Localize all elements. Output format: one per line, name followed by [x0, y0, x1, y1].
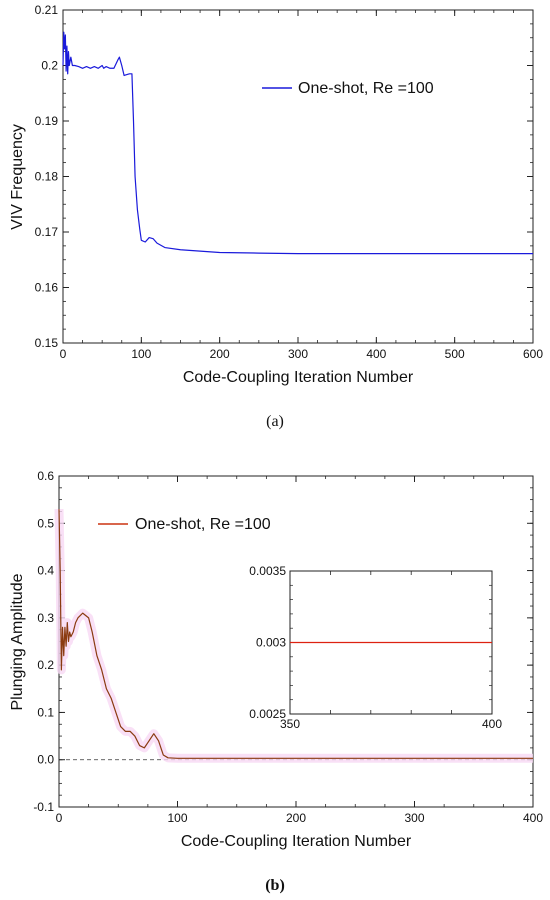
- panel-a-y-tick-label: 0.16: [35, 281, 59, 295]
- panel-a-x-tick-label: 500: [445, 347, 465, 361]
- inset-x-tick-label: 350: [280, 717, 300, 731]
- panel-a: 0 100 200 300 400 500 600 0.15 0.16 0.17 0.18 0.19…: [9, 3, 543, 430]
- panel-a-caption: (a): [266, 413, 284, 430]
- panel-b-legend: One-shot, Re =100: [98, 516, 271, 533]
- panel-a-x-tick-label: 0: [60, 347, 67, 361]
- panel-b-x-tick-label: 300: [404, 811, 424, 825]
- panel-b-y-tick-label: 0.3: [37, 611, 54, 625]
- panel-b-inset: 0.0025 0.003 0.0035 350 400: [249, 564, 502, 731]
- panel-a-y-tick-labels: 0.15 0.16 0.17 0.18 0.19 0.2 0.21: [35, 3, 59, 350]
- panel-b-y-tick-label: 0.4: [37, 564, 54, 578]
- panel-a-xlabel: Code-Coupling Iteration Number: [183, 369, 414, 386]
- panel-b-x-tick-label: 400: [523, 811, 543, 825]
- panel-a-x-tick-labels: 0 100 200 300 400 500 600: [60, 347, 544, 361]
- panel-a-x-tick-label: 600: [523, 347, 543, 361]
- panel-a-ticks: [62, 9, 534, 344]
- panel-a-y-tick-label: 0.19: [35, 114, 59, 128]
- panel-a-legend: One-shot, Re =100: [262, 80, 434, 97]
- panel-a-x-tick-label: 100: [131, 347, 151, 361]
- panel-b-y-tick-label: 0.5: [37, 516, 54, 530]
- panel-a-y-tick-label: 0.17: [35, 225, 59, 239]
- panel-a-series: [62, 31, 533, 255]
- panel-b-xlabel: Code-Coupling Iteration Number: [181, 833, 412, 850]
- panel-b-caption: (b): [265, 877, 285, 894]
- panel-b-series-line: [58, 509, 533, 759]
- panel-b-y-tick-labels: -0.1 0.0 0.1 0.2 0.3 0.4 0.5 0.6: [33, 469, 54, 814]
- inset-y-tick-label: 0.003: [256, 636, 286, 650]
- inset-x-tick-label: 400: [482, 717, 502, 731]
- panel-a-y-tick-label: 0.18: [35, 170, 59, 184]
- panel-b-x-tick-label: 0: [56, 811, 63, 825]
- panel-b-y-tick-label: 0.6: [37, 469, 54, 483]
- panel-a-legend-label: One-shot, Re =100: [298, 80, 434, 97]
- panel-a-plot-frame: [62, 9, 534, 344]
- inset-x-tick-labels: 350 400: [280, 717, 502, 731]
- panel-b-y-tick-label: 0.2: [37, 658, 54, 672]
- panel-b: 0 100 200 300 400 -0.10.00.10.20.30.40.50.6 …: [9, 469, 543, 894]
- panel-b-ylabel: Plunging Amplitude: [9, 573, 26, 710]
- panel-a-y-tick-label: 0.15: [35, 336, 59, 350]
- panel-a-x-tick-label: 300: [288, 347, 308, 361]
- panel-b-x-tick-label: 100: [167, 811, 187, 825]
- panel-b-legend-label: One-shot, Re =100: [135, 516, 271, 533]
- panel-b-x-tick-labels: 0 100 200 300 400: [56, 811, 544, 825]
- panel-b-y-tick-label: 0.1: [37, 705, 54, 719]
- panel-a-y-tick-label: 0.21: [35, 3, 59, 17]
- panel-b-x-tick-label: 200: [286, 811, 306, 825]
- inset-y-tick-label: 0.0025: [249, 707, 286, 721]
- inset-y-tick-labels: 0.0025 0.003 0.0035: [249, 564, 286, 721]
- panel-a-ylabel: VIV Frequency: [9, 124, 26, 230]
- panel-b-series: [54, 509, 533, 763]
- inset-y-tick-label: 0.0035: [249, 564, 286, 578]
- panel-a-y-tick-label: 0.2: [41, 59, 58, 73]
- panel-b-y-tick-label: 0.0: [37, 753, 54, 767]
- panel-a-x-tick-label: 200: [210, 347, 230, 361]
- panel-a-series-line: [62, 31, 533, 255]
- panel-b-y-tick-label: -0.1: [33, 800, 54, 814]
- panel-a-x-tick-label: 400: [366, 347, 386, 361]
